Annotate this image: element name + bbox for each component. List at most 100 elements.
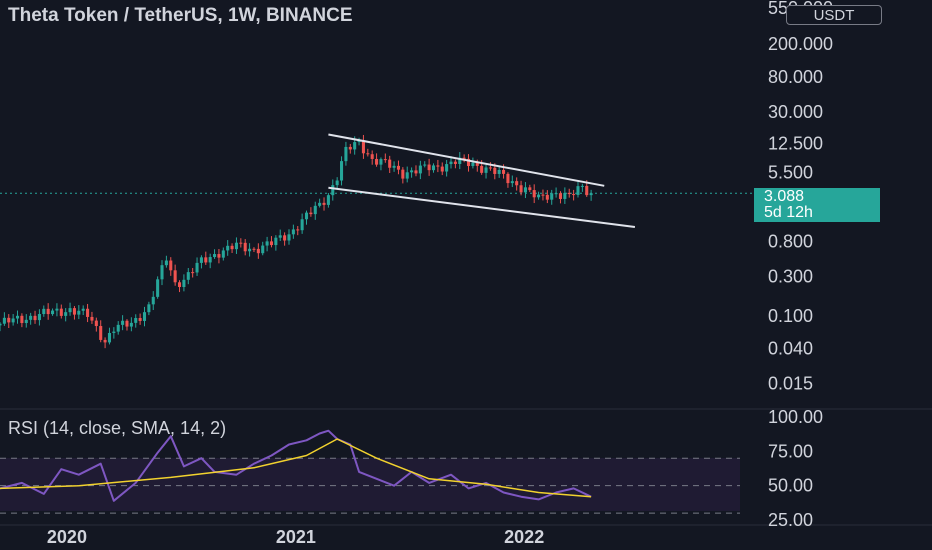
candle-body — [300, 219, 304, 231]
candle-body — [20, 315, 24, 324]
candle-body — [86, 308, 90, 317]
channel-lines — [328, 133, 636, 228]
candle-body — [563, 192, 567, 199]
candle-body — [256, 248, 260, 254]
candle-body — [226, 245, 230, 251]
candle-body — [0, 323, 2, 326]
last-price-value: 3.088 — [764, 188, 805, 205]
candle-body — [545, 194, 549, 200]
candle-body — [335, 180, 339, 186]
candle-body — [269, 241, 274, 246]
candle-body — [532, 190, 536, 198]
candle-body — [361, 140, 365, 154]
rsi-title: RSI (14, close, SMA, 14, 2) — [8, 418, 227, 438]
candle-body — [160, 265, 164, 280]
candle-body — [348, 146, 352, 150]
candle-body — [169, 260, 173, 271]
candle-body — [138, 318, 142, 321]
candle-body — [388, 159, 392, 168]
candle-body — [585, 185, 589, 196]
candle-body — [278, 235, 282, 238]
candle-body — [414, 170, 418, 174]
currency-badge[interactable]: USDT — [786, 5, 882, 25]
candle-body — [304, 212, 309, 220]
price-tick-label: 0.300 — [768, 267, 813, 287]
rsi-tick-label: 100.00 — [768, 407, 823, 427]
candle-body — [156, 279, 160, 297]
candle-body — [480, 165, 484, 173]
candle-body — [77, 310, 81, 315]
candle-body — [90, 316, 94, 321]
candle-body — [51, 310, 55, 315]
candle-body — [151, 296, 155, 305]
candle-body — [550, 193, 554, 200]
candle-body — [64, 312, 68, 316]
candle-body — [475, 162, 479, 166]
candle-body — [221, 250, 225, 258]
candle-body — [423, 164, 427, 166]
candle-body — [392, 165, 396, 168]
candle-body — [331, 185, 335, 196]
candle-body — [142, 312, 147, 321]
time-tick-label: 2022 — [504, 527, 544, 547]
price-tick-label: 0.040 — [768, 338, 813, 358]
candle-body — [208, 257, 212, 263]
candle-body — [103, 339, 107, 343]
time-tick-label: 2020 — [47, 527, 87, 547]
candle-body — [287, 234, 291, 241]
time-axis[interactable]: 2020 2021 2022 — [47, 527, 544, 547]
candle-body — [436, 165, 440, 167]
candle-body — [567, 192, 571, 195]
price-tick-label: 30.000 — [768, 102, 823, 122]
candle-body — [410, 170, 414, 173]
candle-body — [519, 185, 523, 193]
candle-body — [125, 320, 129, 327]
candle-body — [353, 142, 357, 150]
candle-body — [37, 314, 41, 321]
candle-body — [318, 202, 322, 206]
candle-body — [68, 308, 72, 313]
candle-body — [81, 308, 85, 311]
candle-body — [418, 165, 422, 174]
candle-body — [213, 254, 217, 258]
candle-body — [462, 157, 466, 159]
candle-body — [370, 154, 374, 159]
candle-body — [147, 304, 151, 313]
rsi-band-fill — [0, 458, 740, 511]
candle-body — [204, 257, 208, 263]
rsi-tick-label: 25.00 — [768, 510, 813, 530]
rsi-axis[interactable]: 100.00 75.00 50.00 25.00 — [768, 407, 823, 530]
candle-body — [2, 317, 6, 324]
candle-body — [405, 172, 409, 179]
candle-body — [59, 308, 63, 316]
price-tick-label: 0.015 — [768, 374, 813, 394]
candle-body — [326, 195, 330, 205]
candle-body — [129, 322, 133, 327]
candle-body — [217, 254, 221, 258]
candle-body — [510, 181, 514, 184]
candle-body — [291, 229, 295, 235]
candle-body — [107, 332, 111, 343]
candle-body — [445, 164, 449, 172]
candle-body — [589, 193, 593, 196]
price-axis[interactable]: 550.000200.00080.00030.00012.5005.5002.5… — [768, 0, 833, 394]
candle-body — [261, 245, 265, 254]
candle-body — [11, 318, 15, 323]
candle-body — [283, 235, 287, 241]
candle-body — [558, 193, 563, 199]
candle-body — [488, 167, 492, 169]
candle-body — [453, 161, 457, 164]
candle-body — [523, 187, 527, 193]
candle-body — [15, 315, 20, 319]
candle-body — [234, 242, 238, 250]
candle-body — [265, 241, 269, 246]
candle-body — [191, 272, 195, 274]
candle-body — [528, 187, 532, 191]
candle-body — [46, 308, 50, 315]
candle-body — [471, 162, 475, 167]
candle-body — [239, 242, 243, 244]
candle-body — [502, 169, 506, 174]
candle-body — [42, 308, 46, 315]
rsi-tick-label: 50.00 — [768, 476, 813, 496]
